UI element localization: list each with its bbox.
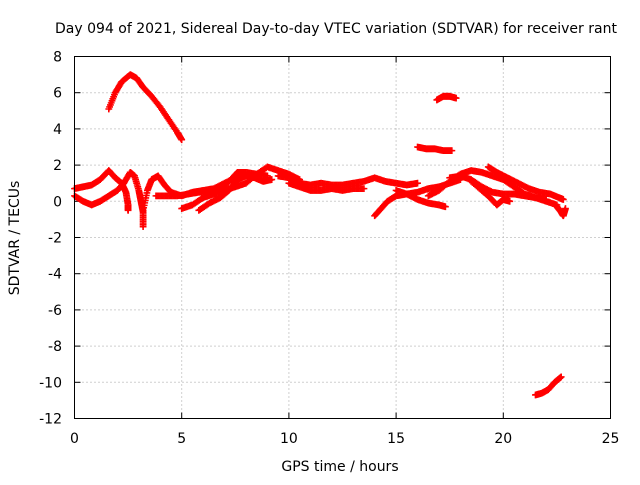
data-point [557,373,565,381]
data-series-arc-12 [414,143,456,155]
y-tick-label: -4 [48,267,62,283]
y-tick-label: 6 [53,86,62,102]
y-tick-label: 4 [53,122,62,138]
data-point [360,185,368,193]
tick-layer: 0 5 10 15 20 25 -12 -10 -8 -6 -4 -2 0 2 4 6 8 [39,50,619,448]
y-tick-label: 8 [53,50,62,66]
x-tick-label: 0 [70,431,79,447]
data-series-arc-15 [446,172,550,203]
data-point [562,205,569,212]
y-tick-label: -10 [39,375,62,391]
data-point [124,206,132,214]
data-series-arc-19 [532,373,565,399]
data-point [139,223,147,231]
data-series-arc-2 [71,167,132,214]
y-tick-label: -2 [48,231,62,247]
data-point [452,94,460,102]
data-series-arc-17 [484,163,567,203]
data-point [268,176,276,183]
data-series-arc-7 [195,172,276,214]
data-series-arc-8 [274,172,421,189]
data-series-arc-6 [152,168,271,200]
grid-layer [74,56,611,419]
chart-title: Day 094 of 2021, Sidereal Day-to-day VTE… [55,21,617,37]
data-point [506,197,514,205]
data-point [178,136,186,144]
data-point [542,196,550,203]
data-point [414,179,421,187]
x-axis-label: GPS time / hours [281,459,398,475]
data-series-arc-16 [467,177,514,209]
y-axis-label: SDTVAR / TECUs [7,181,23,296]
x-tick-label: 25 [602,431,620,447]
data-series-arc-3 [105,71,186,144]
y-tick-label: 2 [53,158,62,174]
data-series-arc-18 [553,203,569,220]
data-series-arc-13 [433,92,460,104]
x-tick-label: 5 [177,431,186,447]
y-tick-label: -12 [39,412,62,428]
x-tick-label: 20 [494,431,512,447]
data-point [559,196,567,203]
data-point [448,147,456,155]
y-tick-label: -6 [48,303,62,319]
data-point [442,203,449,211]
x-tick-label: 10 [280,431,298,447]
x-tick-label: 15 [387,431,405,447]
data-series-arc-11 [392,187,449,211]
plot-frame [74,56,611,419]
data-series-arc-1 [71,168,147,231]
data-series-arc-9 [285,179,368,194]
y-tick-label: -8 [48,339,62,355]
y-tick-label: 0 [53,194,62,210]
data-layer [71,71,569,399]
